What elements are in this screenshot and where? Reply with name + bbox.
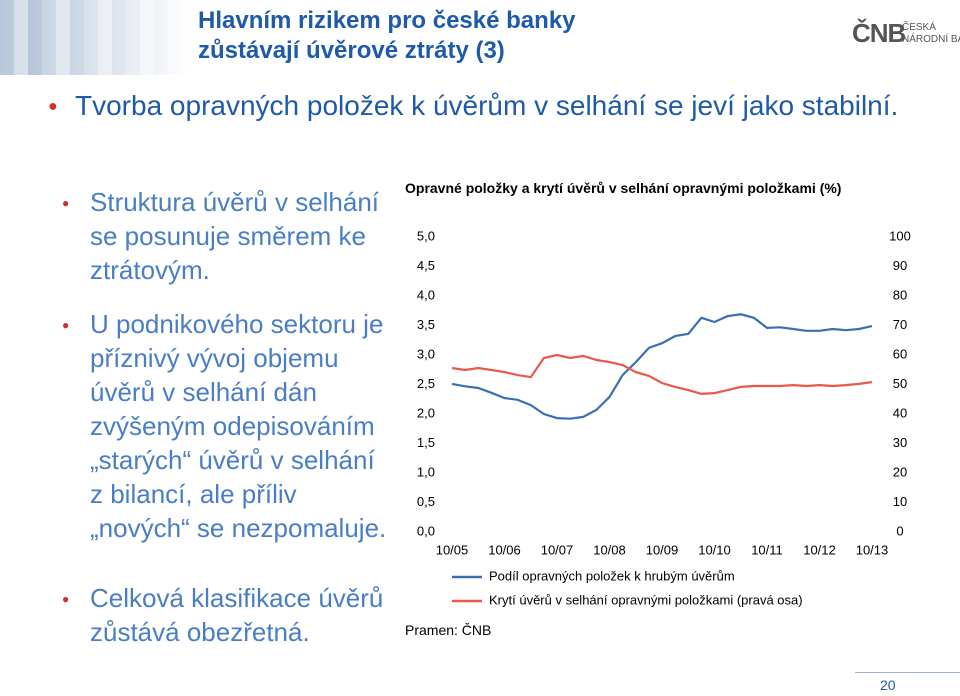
bullet-dot: ● — [62, 196, 70, 210]
y2-tick-label: 80 — [893, 287, 907, 302]
page-number: 20 — [880, 677, 896, 693]
slide-title: Hlavním rizikem pro české banky zůstávaj… — [198, 7, 576, 64]
x-tick-label: 10/10 — [698, 542, 731, 557]
bullet-dot: ● — [62, 592, 70, 606]
y2-tick-label: 100 — [889, 228, 911, 243]
data-line — [451, 313, 873, 420]
y2-tick-label: 70 — [893, 317, 907, 332]
y2-tick-label: 10 — [893, 494, 907, 509]
x-tick-label: 10/09 — [646, 542, 679, 557]
sub-bullet: Struktura úvěrů v selhání se posunuje sm… — [90, 187, 380, 285]
x-tick-label: 10/13 — [856, 542, 889, 557]
y-tick-label: 4,0 — [417, 287, 435, 302]
y-tick-label: 1,0 — [417, 464, 435, 479]
y-tick-label: 0,5 — [417, 494, 435, 509]
y-tick-label: 2,5 — [417, 376, 435, 391]
y-tick-label: 3,5 — [417, 317, 435, 332]
decoration — [0, 0, 190, 75]
y2-tick-label: 30 — [893, 435, 907, 450]
y2-tick-label: 0 — [896, 523, 903, 538]
y-tick-label: 3,0 — [417, 346, 435, 361]
x-tick-label: 10/12 — [803, 542, 836, 557]
sub-bullet: U podnikového sektoru je příznivý vývoj … — [90, 309, 387, 543]
x-tick-label: 10/07 — [541, 542, 574, 557]
y-tick-label: 2,0 — [417, 405, 435, 420]
x-tick-label: 10/08 — [593, 542, 626, 557]
logo: ČNB ČESKÁ NÁRODNÍ BANKA — [852, 18, 960, 49]
y2-tick-label: 90 — [893, 258, 907, 273]
chart-title: Opravné položky a krytí úvěrů v selhání … — [405, 180, 842, 196]
sub-bullet: Celková klasifikace úvěrů zůstává obezře… — [90, 583, 384, 647]
logo-text: ČESKÁ — [902, 22, 936, 33]
source: Pramen: ČNB — [405, 622, 492, 638]
bullet-dot: ● — [48, 98, 58, 115]
x-tick-label: 10/06 — [488, 542, 521, 557]
y2-tick-label: 50 — [893, 376, 907, 391]
legend-label: Krytí úvěrů v selhání opravnými položkam… — [489, 592, 803, 607]
y-tick-label: 1,5 — [417, 435, 435, 450]
footer-line — [855, 672, 960, 673]
y-tick-label: 5,0 — [417, 228, 435, 243]
main-bullet: Tvorba opravných položek k úvěrům v selh… — [75, 90, 899, 121]
logo-text: NÁRODNÍ BANKA — [902, 34, 960, 45]
y2-tick-label: 60 — [893, 346, 907, 361]
x-tick-label: 10/11 — [751, 542, 783, 557]
bullet-dot: ● — [62, 318, 70, 332]
x-tick-label: 10/05 — [436, 542, 469, 557]
y2-tick-label: 20 — [893, 464, 907, 479]
y-tick-label: 4,5 — [417, 258, 435, 273]
y-tick-label: 0,0 — [417, 523, 435, 538]
y2-tick-label: 40 — [893, 405, 907, 420]
logo-mark: ČNB — [852, 18, 906, 48]
data-line — [451, 353, 873, 396]
legend-label: Podíl opravných položek k hrubým úvěrům — [489, 568, 735, 583]
